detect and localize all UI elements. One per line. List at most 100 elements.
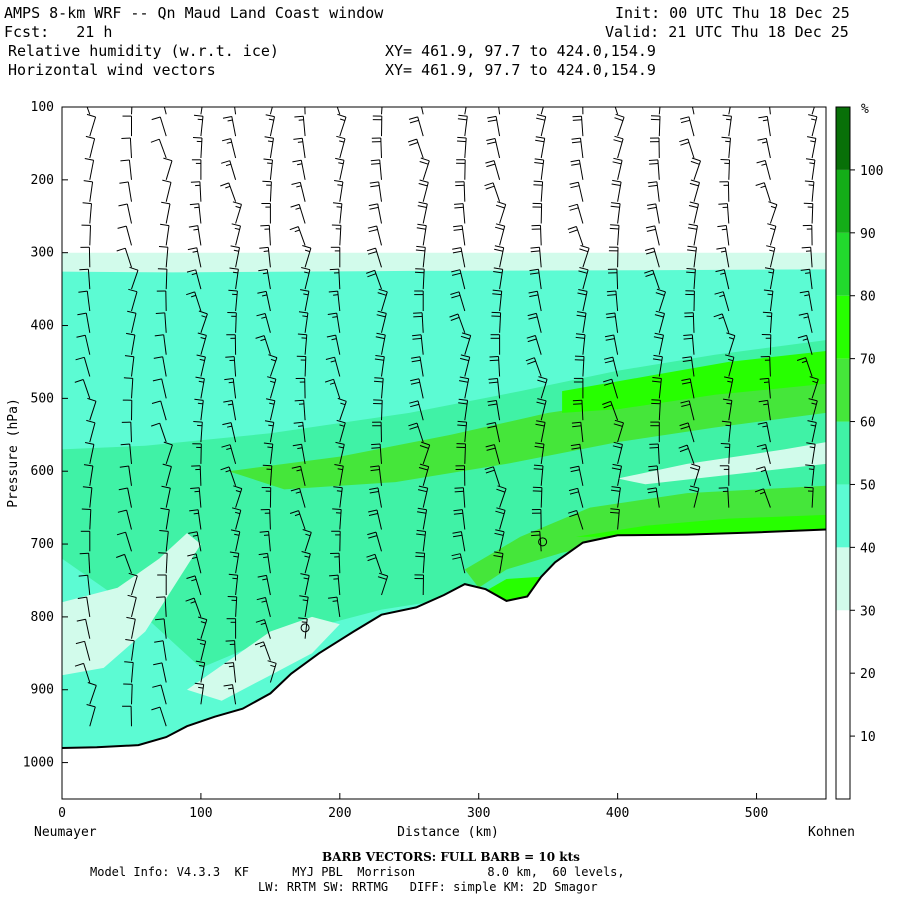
barb-staff bbox=[159, 116, 167, 137]
barb-full-feather bbox=[648, 465, 658, 468]
barb-full-feather bbox=[77, 596, 87, 599]
barb-full-feather bbox=[688, 223, 698, 227]
wind-barb bbox=[540, 107, 544, 115]
barb-staff bbox=[658, 400, 661, 421]
barb-full-feather bbox=[486, 138, 496, 141]
barb-full-feather bbox=[805, 464, 815, 467]
barb-staff bbox=[163, 334, 167, 355]
barb-full-feather bbox=[410, 381, 420, 385]
wind-barb bbox=[330, 246, 341, 268]
wind-barb bbox=[129, 266, 139, 290]
wind-barb bbox=[77, 312, 91, 333]
barb-half-feather bbox=[337, 468, 343, 471]
wind-barb bbox=[449, 313, 466, 333]
barb-full-feather bbox=[299, 595, 309, 598]
barb-full-feather bbox=[489, 98, 498, 99]
barb-full-feather bbox=[647, 487, 657, 490]
barb-full-feather bbox=[419, 463, 429, 468]
barb-full-feather bbox=[716, 247, 726, 250]
barb-full-feather bbox=[764, 267, 774, 270]
barb-full-feather bbox=[450, 291, 460, 295]
colorbar-tick-label: 20 bbox=[860, 667, 876, 682]
x-axis-label: Distance (km) bbox=[397, 825, 499, 840]
wind-barb bbox=[572, 399, 584, 421]
colorbar-swatch bbox=[836, 673, 850, 737]
barb-half-feather bbox=[193, 228, 199, 231]
barb-full-feather bbox=[221, 444, 231, 448]
barb-full-feather bbox=[653, 354, 663, 358]
barb-staff bbox=[540, 107, 544, 115]
wind-barb bbox=[801, 246, 813, 268]
wind-barb bbox=[188, 531, 202, 552]
barb-full-feather bbox=[186, 291, 195, 296]
barb-staff bbox=[693, 488, 700, 508]
barb-full-feather bbox=[654, 332, 664, 336]
barb-staff bbox=[499, 269, 504, 290]
wind-barb bbox=[116, 531, 132, 552]
wind-barb bbox=[291, 465, 306, 486]
barb-full-feather bbox=[298, 311, 308, 314]
barb-staff bbox=[131, 313, 137, 333]
barb-full-feather bbox=[126, 616, 136, 620]
barb-staff bbox=[582, 291, 588, 312]
barb-staff bbox=[539, 247, 542, 268]
barb-full-feather bbox=[228, 289, 238, 292]
barb-half-feather bbox=[759, 491, 765, 495]
barb-staff bbox=[339, 487, 343, 508]
barb-half-feather bbox=[760, 469, 766, 473]
barb-full-feather bbox=[611, 202, 621, 205]
wind-barb bbox=[155, 618, 167, 639]
wind-barb bbox=[377, 572, 389, 596]
barb-full-feather bbox=[488, 381, 498, 384]
wind-barb bbox=[87, 682, 97, 705]
barb-full-feather bbox=[289, 226, 299, 231]
barb-staff bbox=[130, 422, 132, 443]
barb-full-feather bbox=[153, 356, 163, 359]
barb-full-feather bbox=[533, 180, 543, 183]
barb-staff bbox=[129, 137, 132, 159]
barb-staff bbox=[89, 444, 95, 465]
barb-full-feather bbox=[328, 290, 338, 293]
barb-staff bbox=[422, 225, 427, 246]
wind-barb bbox=[760, 356, 771, 377]
barb-full-feather bbox=[189, 203, 199, 206]
barb-full-feather bbox=[369, 181, 379, 184]
wind-barb bbox=[125, 639, 135, 661]
wind-barb bbox=[333, 486, 343, 508]
barb-full-feather bbox=[766, 245, 776, 249]
barb-half-feather bbox=[261, 316, 267, 319]
wind-barb bbox=[808, 114, 818, 137]
barb-full-feather bbox=[530, 246, 540, 249]
barb-full-feather bbox=[411, 359, 421, 363]
wind-barb bbox=[530, 530, 542, 552]
barb-full-feather bbox=[195, 660, 205, 664]
barb-full-feather bbox=[533, 464, 544, 467]
barb-half-feather bbox=[332, 316, 338, 318]
barb-full-feather bbox=[75, 96, 83, 99]
barb-half-feather bbox=[225, 163, 231, 167]
barb-full-feather bbox=[366, 247, 376, 252]
wind-barb bbox=[687, 245, 697, 268]
barb-full-feather bbox=[485, 160, 495, 164]
wind-barb bbox=[806, 136, 817, 159]
barb-full-feather bbox=[644, 269, 653, 274]
barb-full-feather bbox=[683, 337, 693, 340]
wind-barb bbox=[186, 291, 202, 312]
barb-full-feather bbox=[257, 574, 267, 578]
barb-staff bbox=[126, 203, 132, 224]
barb-half-feather bbox=[294, 229, 300, 233]
barb-staff bbox=[495, 116, 501, 137]
barb-staff bbox=[764, 466, 771, 486]
wind-barb bbox=[450, 291, 466, 312]
barb-full-feather bbox=[531, 534, 541, 537]
barb-full-feather bbox=[416, 533, 426, 536]
calm-marker bbox=[538, 537, 548, 547]
wind-barb bbox=[121, 137, 132, 159]
barb-full-feather bbox=[418, 485, 428, 489]
wind-barb bbox=[569, 465, 584, 486]
barb-half-feather bbox=[728, 337, 734, 340]
wind-barb bbox=[381, 107, 383, 115]
barb-full-feather bbox=[568, 487, 578, 492]
wind-barb bbox=[487, 400, 501, 421]
wind-barb bbox=[419, 157, 430, 180]
